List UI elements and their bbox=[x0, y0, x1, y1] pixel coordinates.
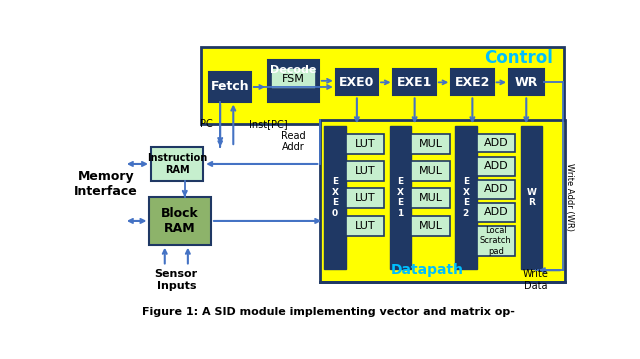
Text: EXE2: EXE2 bbox=[454, 76, 490, 89]
Text: ADD: ADD bbox=[484, 185, 508, 194]
Bar bbox=[411, 188, 450, 208]
Text: E
X
E
0: E X E 0 bbox=[332, 177, 339, 218]
Bar bbox=[477, 134, 515, 153]
Bar bbox=[346, 188, 384, 208]
Bar bbox=[346, 216, 384, 236]
Text: LUT: LUT bbox=[355, 166, 375, 176]
Text: ADD: ADD bbox=[484, 138, 508, 148]
Text: E
X
E
2: E X E 2 bbox=[462, 177, 469, 218]
Text: Memory
Interface: Memory Interface bbox=[74, 170, 138, 198]
Text: MUL: MUL bbox=[419, 139, 442, 149]
Text: Read
Addr: Read Addr bbox=[281, 131, 306, 153]
Text: Inst[PC]: Inst[PC] bbox=[249, 119, 287, 129]
Text: Write Addr (WR): Write Addr (WR) bbox=[565, 163, 574, 231]
Bar bbox=[346, 134, 384, 154]
Bar bbox=[390, 126, 411, 269]
Text: WR: WR bbox=[515, 76, 538, 89]
Bar bbox=[346, 161, 384, 181]
Text: Datapath: Datapath bbox=[391, 263, 464, 277]
Text: Local
Scratch
pad: Local Scratch pad bbox=[480, 226, 512, 256]
Text: MUL: MUL bbox=[419, 166, 442, 176]
Text: W
R: W R bbox=[526, 188, 536, 207]
Bar bbox=[209, 73, 251, 102]
Bar bbox=[411, 216, 450, 236]
Text: Figure 1: A SID module implementing vector and matrix op-: Figure 1: A SID module implementing vect… bbox=[141, 307, 515, 317]
Bar bbox=[411, 161, 450, 181]
Text: LUT: LUT bbox=[355, 222, 375, 231]
Bar bbox=[201, 47, 564, 124]
Bar bbox=[324, 126, 346, 269]
Bar bbox=[149, 197, 211, 245]
Text: LUT: LUT bbox=[355, 139, 375, 149]
Text: ADD: ADD bbox=[484, 208, 508, 218]
Text: PC: PC bbox=[200, 119, 212, 129]
Text: EXE0: EXE0 bbox=[339, 76, 374, 89]
Bar bbox=[268, 60, 319, 102]
Bar bbox=[336, 69, 378, 95]
Bar bbox=[455, 126, 477, 269]
Bar bbox=[411, 134, 450, 154]
Bar bbox=[151, 147, 204, 181]
Bar bbox=[451, 69, 493, 95]
Text: Control: Control bbox=[484, 49, 552, 67]
Text: Write
Data: Write Data bbox=[523, 270, 549, 291]
Text: Fetch: Fetch bbox=[211, 80, 249, 93]
Text: Instruction
RAM: Instruction RAM bbox=[147, 153, 207, 175]
Text: LUT: LUT bbox=[355, 193, 375, 203]
Bar bbox=[320, 120, 565, 282]
Bar bbox=[477, 225, 515, 256]
Text: MUL: MUL bbox=[419, 222, 442, 231]
Bar bbox=[271, 69, 316, 89]
Text: Sensor
Inputs: Sensor Inputs bbox=[155, 270, 198, 291]
Text: Block
RAM: Block RAM bbox=[161, 207, 199, 235]
Bar bbox=[477, 203, 515, 222]
Text: ADD: ADD bbox=[484, 161, 508, 171]
Text: FSM: FSM bbox=[282, 74, 305, 84]
Bar bbox=[394, 69, 436, 95]
Bar bbox=[477, 180, 515, 199]
Bar bbox=[520, 126, 542, 269]
Bar bbox=[477, 157, 515, 176]
Text: MUL: MUL bbox=[419, 193, 442, 203]
Bar bbox=[509, 69, 543, 95]
Text: Decode: Decode bbox=[270, 65, 317, 75]
Text: EXE1: EXE1 bbox=[397, 76, 432, 89]
Text: E
X
E
1: E X E 1 bbox=[397, 177, 404, 218]
